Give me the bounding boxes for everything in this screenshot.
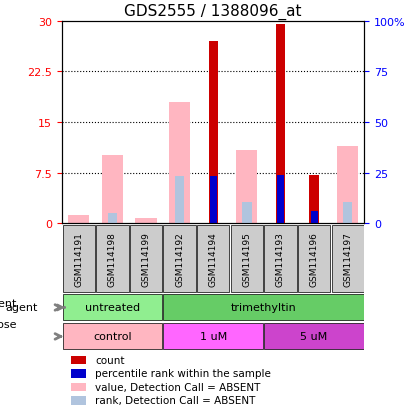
Bar [236,151,257,224]
Text: trimethyltin: trimethyltin [230,303,296,313]
Text: GSM114196: GSM114196 [309,231,318,286]
Text: GSM114197: GSM114197 [342,231,351,286]
FancyBboxPatch shape [163,295,363,321]
Text: count: count [95,355,124,365]
Title: GDS2555 / 1388096_at: GDS2555 / 1388096_at [124,4,301,20]
Text: GSM114194: GSM114194 [208,231,217,286]
FancyBboxPatch shape [297,225,329,292]
FancyBboxPatch shape [63,295,162,321]
Bar [68,216,89,224]
FancyBboxPatch shape [197,225,229,292]
Text: percentile rank within the sample: percentile rank within the sample [95,368,270,378]
Bar [71,396,86,405]
FancyBboxPatch shape [96,225,128,292]
Text: control: control [93,332,131,342]
Text: 5 uM: 5 uM [300,332,327,342]
Bar [242,202,251,224]
Text: GSM114193: GSM114193 [275,231,284,286]
Text: GSM114199: GSM114199 [141,231,150,286]
Text: dose: dose [0,319,16,329]
Bar [209,177,216,224]
Text: 1 uM: 1 uM [199,332,226,342]
FancyBboxPatch shape [331,225,363,292]
Bar [276,176,283,224]
FancyBboxPatch shape [264,324,363,350]
Bar [309,176,318,224]
Bar [135,218,156,224]
Text: GSM114192: GSM114192 [175,231,184,286]
Bar [71,356,86,364]
Bar [336,146,357,224]
FancyBboxPatch shape [63,225,94,292]
Bar [108,214,117,224]
Text: rank, Detection Call = ABSENT: rank, Detection Call = ABSENT [95,395,255,405]
Text: GSM114195: GSM114195 [242,231,251,286]
Bar [208,42,218,224]
Bar [71,383,86,392]
FancyBboxPatch shape [264,225,296,292]
Text: GSM114198: GSM114198 [108,231,117,286]
FancyBboxPatch shape [230,225,262,292]
FancyBboxPatch shape [130,225,162,292]
Bar [310,212,317,224]
Text: agent: agent [0,299,16,309]
Text: untreated: untreated [85,303,139,313]
Bar [342,202,351,224]
Bar [169,102,190,224]
Bar [175,177,184,224]
FancyBboxPatch shape [63,324,162,350]
Text: agent: agent [5,303,38,313]
Bar [71,369,86,377]
FancyBboxPatch shape [163,324,262,350]
Bar [101,155,123,224]
Bar [275,25,285,224]
FancyBboxPatch shape [163,225,195,292]
Text: value, Detection Call = ABSENT: value, Detection Call = ABSENT [95,382,260,392]
Text: GSM114191: GSM114191 [74,231,83,286]
